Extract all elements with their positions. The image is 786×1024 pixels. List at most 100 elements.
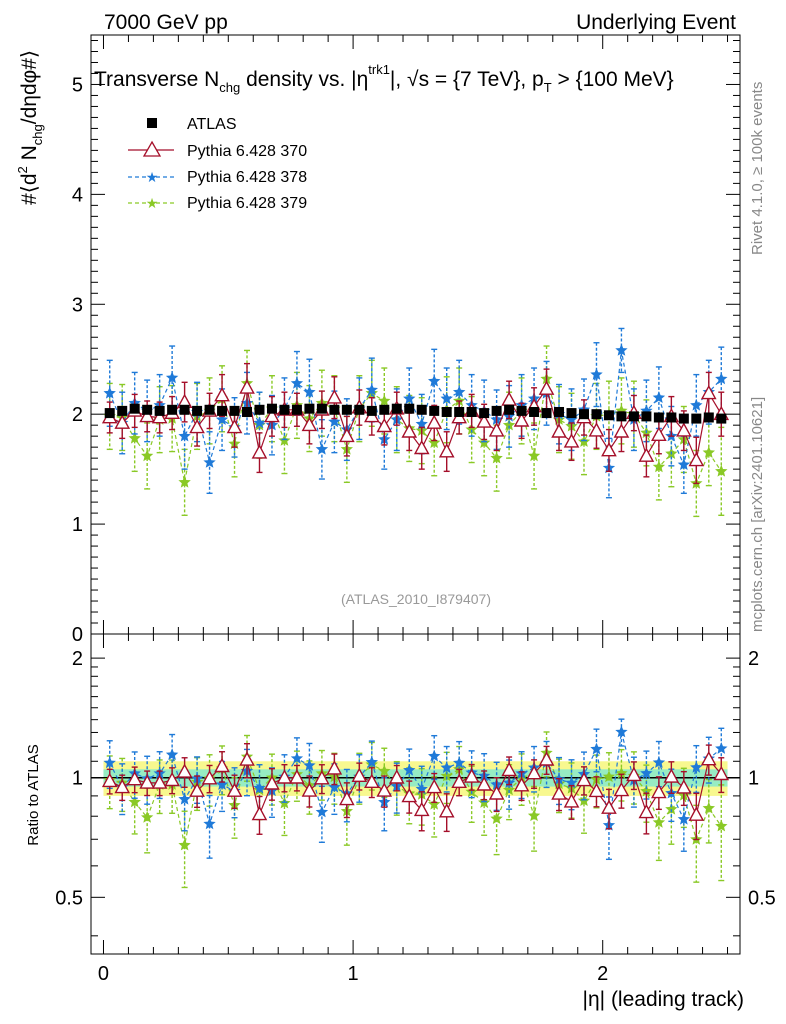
main-point-atlas (628, 411, 639, 422)
main-point-atlas (117, 405, 128, 416)
ratio-point-pythia-6-428-378 (315, 805, 329, 818)
ratio-point-pythia-6-428-378 (415, 782, 428, 795)
legend-marker-pythia-379: ★ (128, 195, 174, 211)
ratio-point-pythia-6-428-370 (314, 770, 330, 785)
ratio-point-pythia-6-428-370 (201, 770, 218, 785)
main-point-atlas (566, 408, 577, 419)
ratio-y-tick-label-left: 2 (72, 648, 83, 670)
ratio-point-pythia-6-428-379 (615, 766, 628, 779)
main-point-atlas (167, 404, 178, 415)
ratio-point-pythia-6-428-370 (364, 773, 380, 788)
x-tick-label: 0 (98, 963, 109, 985)
main-point-atlas (354, 404, 365, 415)
ratio-point-pythia-6-428-370 (563, 793, 580, 808)
main-point-atlas (304, 403, 315, 414)
ratio-point-pythia-6-428-370 (501, 761, 517, 777)
ratio-point-pythia-6-428-379 (128, 795, 141, 808)
ratio-point-pythia-6-428-378 (565, 776, 578, 789)
ratio-point-pythia-6-428-370 (488, 785, 505, 800)
main-point-pythia-6-428-378 (590, 368, 603, 380)
ratio-y-tick-label-left: 1 (72, 768, 83, 790)
main-point-pythia-6-428-370 (638, 447, 655, 462)
main-point-pythia-6-428-370 (239, 379, 255, 394)
ratio-point-pythia-6-428-370 (239, 751, 255, 766)
ratio-panel: 0.5 0.5 1 1 2 2 0 1 2 Ratio to ATLAS |η| (leadin… (25, 633, 776, 1011)
main-point-pythia-6-428-378 (203, 456, 216, 468)
ratio-point-pythia-6-428-370 (326, 760, 343, 775)
legend-label-pythia-378: Pythia 6.428 378 (187, 169, 307, 186)
main-point-atlas (429, 405, 440, 416)
main-point-atlas (142, 404, 153, 415)
ratio-point-pythia-6-428-370 (126, 770, 143, 786)
ratio-point-pythia-6-428-378 (652, 756, 666, 768)
main-point-pythia-6-428-378 (652, 391, 666, 403)
main-point-atlas (192, 405, 203, 416)
main-panel: 0 1 2 3 4 5 Transverse Nchg density vs. |ηtrk… (15, 34, 741, 646)
main-point-pythia-6-428-379 (178, 475, 191, 488)
main-point-atlas (454, 406, 465, 417)
ratio-point-pythia-6-428-370 (613, 781, 630, 797)
main-point-atlas (466, 406, 477, 417)
ratio-point-pythia-6-428-378 (453, 756, 466, 769)
ratio-point-pythia-6-428-379 (527, 809, 541, 822)
ratio-point-pythia-6-428-370 (663, 768, 680, 783)
main-point-pythia-6-428-370 (251, 444, 268, 459)
ratio-point-pythia-6-428-378 (178, 792, 191, 805)
ratio-point-pythia-6-428-378 (640, 766, 653, 779)
main-point-atlas (366, 405, 377, 416)
main-point-atlas (716, 413, 727, 424)
main-point-pythia-6-428-378 (403, 392, 416, 405)
ratio-point-pythia-6-428-379 (502, 783, 516, 796)
ratio-point-pythia-6-428-370 (601, 799, 617, 814)
ratio-point-pythia-6-428-370 (651, 783, 667, 799)
main-point-pythia-6-428-370 (426, 414, 443, 429)
main-point-atlas (554, 406, 565, 417)
ratio-point-pythia-6-428-379 (652, 816, 666, 828)
main-point-pythia-6-428-378 (440, 392, 453, 405)
ratio-point-pythia-6-428-378 (440, 761, 453, 773)
rivet-label: Rivet 4.1.0, ≥ 100k events (749, 82, 766, 255)
ratio-point-pythia-6-428-370 (638, 803, 655, 819)
mcplots-label: mcplots.cern.ch [arXiv:2401.10621] (749, 397, 766, 632)
main-point-atlas (616, 411, 627, 422)
ratio-point-pythia-6-428-370 (139, 774, 155, 789)
main-point-atlas (341, 404, 352, 415)
ratio-point-pythia-6-428-378 (165, 748, 179, 760)
ratio-point-pythia-6-428-379 (141, 811, 154, 823)
main-point-atlas (653, 412, 664, 423)
legend-label-pythia-379: Pythia 6.428 379 (187, 195, 307, 212)
main-point-atlas (266, 403, 277, 414)
main-point-pythia-6-428-370 (413, 439, 430, 455)
ratio-y-tick-label-right: 0.5 (748, 887, 776, 909)
ratio-ylabel: Ratio to ATLAS (25, 744, 42, 845)
ratio-point-pythia-6-428-379 (665, 802, 678, 815)
ratio-point-pythia-6-428-370 (289, 769, 305, 784)
y-tick-label: 1 (72, 514, 83, 536)
main-point-pythia-6-428-370 (438, 443, 455, 458)
ratio-point-pythia-6-428-379 (702, 801, 715, 814)
main-point-atlas (678, 413, 689, 424)
main-point-pythia-6-428-379 (715, 464, 728, 477)
ratio-point-pythia-6-428-378 (203, 817, 216, 830)
main-point-pythia-6-428-370 (376, 417, 393, 433)
main-point-atlas (641, 411, 652, 422)
ratio-point-pythia-6-428-379 (490, 812, 503, 824)
main-point-atlas (204, 404, 215, 415)
ratio-point-pythia-6-428-370 (276, 769, 293, 784)
main-point-pythia-6-428-378 (303, 385, 316, 398)
ratio-point-pythia-6-428-370 (426, 778, 443, 794)
ratio-point-pythia-6-428-370 (413, 801, 430, 817)
ratio-point-pythia-6-428-370 (526, 765, 542, 780)
ratio-point-pythia-6-428-378 (103, 756, 116, 769)
ratio-point-pythia-6-428-370 (164, 771, 180, 787)
ratio-point-pythia-6-428-378 (365, 755, 378, 768)
main-point-pythia-6-428-378 (215, 413, 229, 425)
main-point-atlas (691, 413, 702, 424)
ratio-point-pythia-6-428-378 (290, 752, 304, 764)
main-point-pythia-6-428-378 (565, 413, 578, 425)
ratio-point-pythia-6-428-370 (339, 790, 355, 806)
ratio-point-pythia-6-428-370 (214, 757, 230, 773)
ratio-point-pythia-6-428-379 (178, 838, 191, 851)
ratio-point-pythia-6-428-370 (626, 766, 642, 782)
